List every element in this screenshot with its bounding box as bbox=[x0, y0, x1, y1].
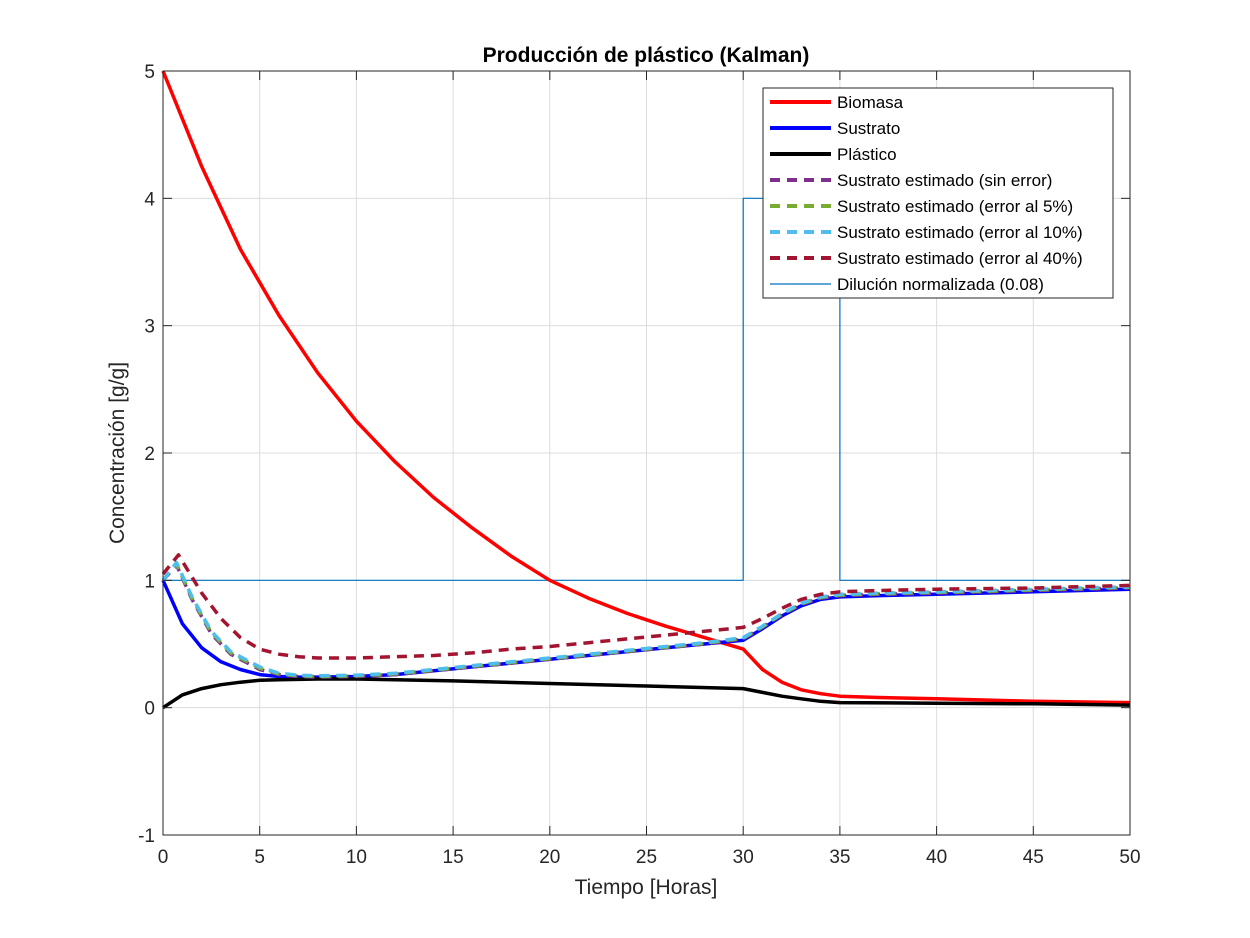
legend-entry: Plástico bbox=[837, 145, 897, 164]
y-tick-label: 5 bbox=[144, 62, 155, 83]
y-tick-label: 0 bbox=[144, 699, 155, 720]
y-tick-label: 4 bbox=[144, 189, 155, 210]
x-axis-label: Tiempo [Horas] bbox=[575, 876, 718, 899]
legend-entry: Sustrato estimado (sin error) bbox=[837, 171, 1052, 190]
y-axis-label: Concentración [g/g] bbox=[106, 362, 129, 544]
series-line-sustrato-estimado-error-al-40 bbox=[161, 553, 1131, 660]
legend-entry: Sustrato bbox=[837, 119, 900, 138]
x-tick-label: 10 bbox=[346, 847, 367, 868]
x-tick-labels: 0 5 10 15 20 25 30 35 40 45 50 bbox=[158, 847, 1141, 868]
y-tick-label: 2 bbox=[144, 444, 155, 465]
y-tick-label: 3 bbox=[144, 317, 155, 338]
legend-entry: Sustrato estimado (error al 40%) bbox=[837, 249, 1083, 268]
legend: Biomasa Sustrato Plástico Sustrato estimado… bbox=[762, 87, 1114, 299]
chart-title: Producción de plástico (Kalman) bbox=[483, 44, 810, 67]
x-tick-label: 15 bbox=[443, 847, 464, 868]
x-tick-label: 45 bbox=[1023, 847, 1044, 868]
x-tick-label: 35 bbox=[829, 847, 850, 868]
y-tick-label: 1 bbox=[144, 571, 155, 592]
legend-entry: Biomasa bbox=[837, 93, 904, 112]
legend-entry: Dilución normalizada (0.08) bbox=[837, 275, 1044, 294]
legend-entry: Sustrato estimado (error al 5%) bbox=[837, 197, 1073, 216]
x-tick-label: 20 bbox=[539, 847, 560, 868]
x-tick-label: 50 bbox=[1119, 847, 1140, 868]
x-tick-label: 30 bbox=[733, 847, 754, 868]
legend-box bbox=[762, 87, 1114, 299]
x-tick-label: 25 bbox=[636, 847, 657, 868]
y-tick-labels: -1 0 1 2 3 4 5 bbox=[138, 62, 155, 847]
series-line-sustrato-estimado-error-al-5 bbox=[161, 562, 1131, 679]
legend-entry: Sustrato estimado (error al 10%) bbox=[837, 223, 1083, 242]
tick-marks bbox=[162, 70, 1131, 836]
x-tick-label: 0 bbox=[158, 847, 169, 868]
y-tick-label: -1 bbox=[138, 826, 155, 847]
x-tick-label: 40 bbox=[926, 847, 947, 868]
series-line-pl-stico bbox=[162, 677, 1131, 710]
x-tick-label: 5 bbox=[254, 847, 265, 868]
series-line-biomasa bbox=[161, 70, 1131, 705]
